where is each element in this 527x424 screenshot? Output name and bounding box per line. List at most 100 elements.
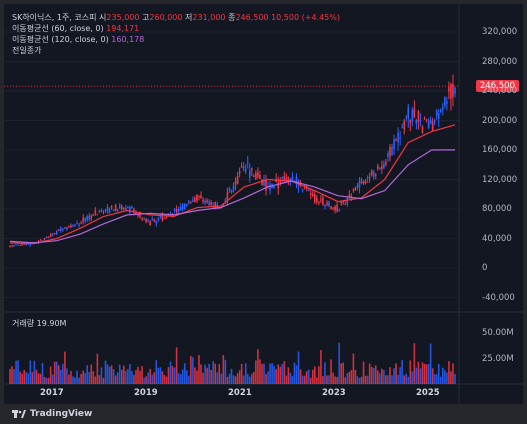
volume-bar	[145, 376, 147, 384]
price-candle	[86, 216, 89, 221]
volume-bar	[181, 369, 184, 384]
price-candle	[446, 101, 448, 104]
volume-bar	[78, 377, 80, 384]
volume-bar	[354, 370, 357, 384]
volume-bar	[379, 373, 381, 384]
volume-bar	[366, 375, 369, 384]
price-tick-label: 160,000	[482, 145, 518, 155]
volume-bar	[9, 368, 11, 384]
price-candle	[429, 120, 432, 124]
volume-bar	[253, 371, 255, 384]
volume-bar	[131, 371, 133, 384]
volume-bar	[64, 351, 66, 384]
price-candle	[234, 180, 237, 185]
price-candle	[108, 210, 111, 213]
price-candle	[104, 209, 107, 212]
price-candle	[92, 214, 95, 216]
price-candle	[76, 223, 78, 225]
volume-bar	[21, 373, 23, 384]
volume-bar	[437, 363, 440, 384]
price-candle	[419, 120, 422, 122]
symbol-label[interactable]: SK하이닉스, 1주, 코스피	[12, 13, 97, 22]
volume-bar	[309, 377, 312, 384]
price-candle	[261, 179, 263, 185]
volume-bar	[57, 365, 60, 384]
ma60-row[interactable]: 이동평균선 (60, close, 0) 194,171	[12, 24, 140, 33]
volume-legend[interactable]: 거래량 19.90M	[12, 319, 67, 328]
volume-bar	[271, 363, 273, 384]
volume-bar	[210, 369, 212, 384]
prev-close-row[interactable]: 전일종가	[12, 46, 42, 55]
volume-bar	[429, 343, 432, 384]
volume-bar	[66, 368, 68, 384]
price-candle	[242, 166, 245, 169]
volume-bar	[230, 368, 233, 384]
volume-bar	[318, 366, 320, 384]
volume-bar	[370, 366, 373, 384]
volume-bar	[442, 367, 444, 384]
volume-bar	[352, 353, 355, 384]
volume-bar	[80, 373, 82, 384]
volume-bar	[167, 367, 170, 384]
price-candle	[340, 201, 343, 204]
volume-bar	[94, 376, 97, 384]
tradingview-logo[interactable]: TradingView	[12, 409, 92, 419]
volume-bar	[435, 374, 438, 384]
volume-bar	[283, 361, 286, 384]
volume-bar	[238, 370, 241, 384]
price-candle	[192, 199, 194, 202]
volume-bar	[330, 359, 332, 384]
volume-bar	[23, 369, 26, 384]
volume-bar	[196, 370, 198, 384]
price-candle	[354, 187, 357, 191]
volume-bar	[151, 374, 154, 384]
volume-bar	[190, 355, 192, 384]
last-price-tag: 246,500	[475, 80, 519, 93]
price-candle	[389, 147, 391, 157]
volume-bar	[90, 364, 93, 384]
volume-bar	[149, 368, 152, 384]
price-candle	[366, 176, 369, 179]
volume-bar	[25, 372, 28, 384]
price-candle	[165, 216, 168, 219]
price-candle	[147, 219, 149, 221]
price-candle	[255, 172, 257, 180]
volume-bar	[279, 366, 282, 384]
footer-bar: TradingView	[0, 404, 527, 424]
price-candle	[362, 181, 365, 184]
volume-bar	[33, 360, 36, 384]
price-candle	[84, 218, 86, 222]
price-candle	[444, 97, 446, 106]
volume-bar	[340, 363, 343, 384]
ma60-line	[9, 124, 456, 245]
price-candle	[122, 207, 125, 209]
price-candle	[259, 175, 261, 179]
ma120-row[interactable]: 이동평균선 (120, close, 0) 160,178	[12, 35, 145, 44]
volume-bar	[43, 376, 46, 384]
price-candle	[175, 209, 178, 212]
price-chart[interactable]	[4, 4, 523, 404]
time-tick-label: 2025	[416, 388, 440, 398]
volume-bar	[431, 368, 434, 384]
price-candle	[318, 201, 320, 203]
volume-bar	[368, 363, 371, 384]
price-candle	[78, 224, 80, 226]
price-candle	[206, 200, 208, 203]
price-candle	[98, 210, 101, 212]
chart-pane[interactable]: SK하이닉스, 1주, 코스피 시235,000 고260,000 저231,0…	[4, 4, 523, 404]
price-candle	[307, 189, 310, 191]
price-candle	[47, 236, 50, 238]
price-candle	[330, 206, 332, 210]
price-candle	[23, 243, 26, 245]
volume-bar	[216, 372, 219, 384]
price-tick-label: 40,000	[482, 233, 512, 244]
volume-bar	[39, 373, 42, 384]
price-candle	[427, 120, 430, 128]
time-tick-label: 2017	[40, 388, 64, 398]
volume-bar	[143, 377, 145, 384]
volume-bar	[17, 360, 19, 384]
volume-bar	[409, 360, 412, 384]
price-candle	[433, 120, 436, 123]
price-candle	[248, 170, 251, 178]
volume-bar	[401, 360, 403, 384]
